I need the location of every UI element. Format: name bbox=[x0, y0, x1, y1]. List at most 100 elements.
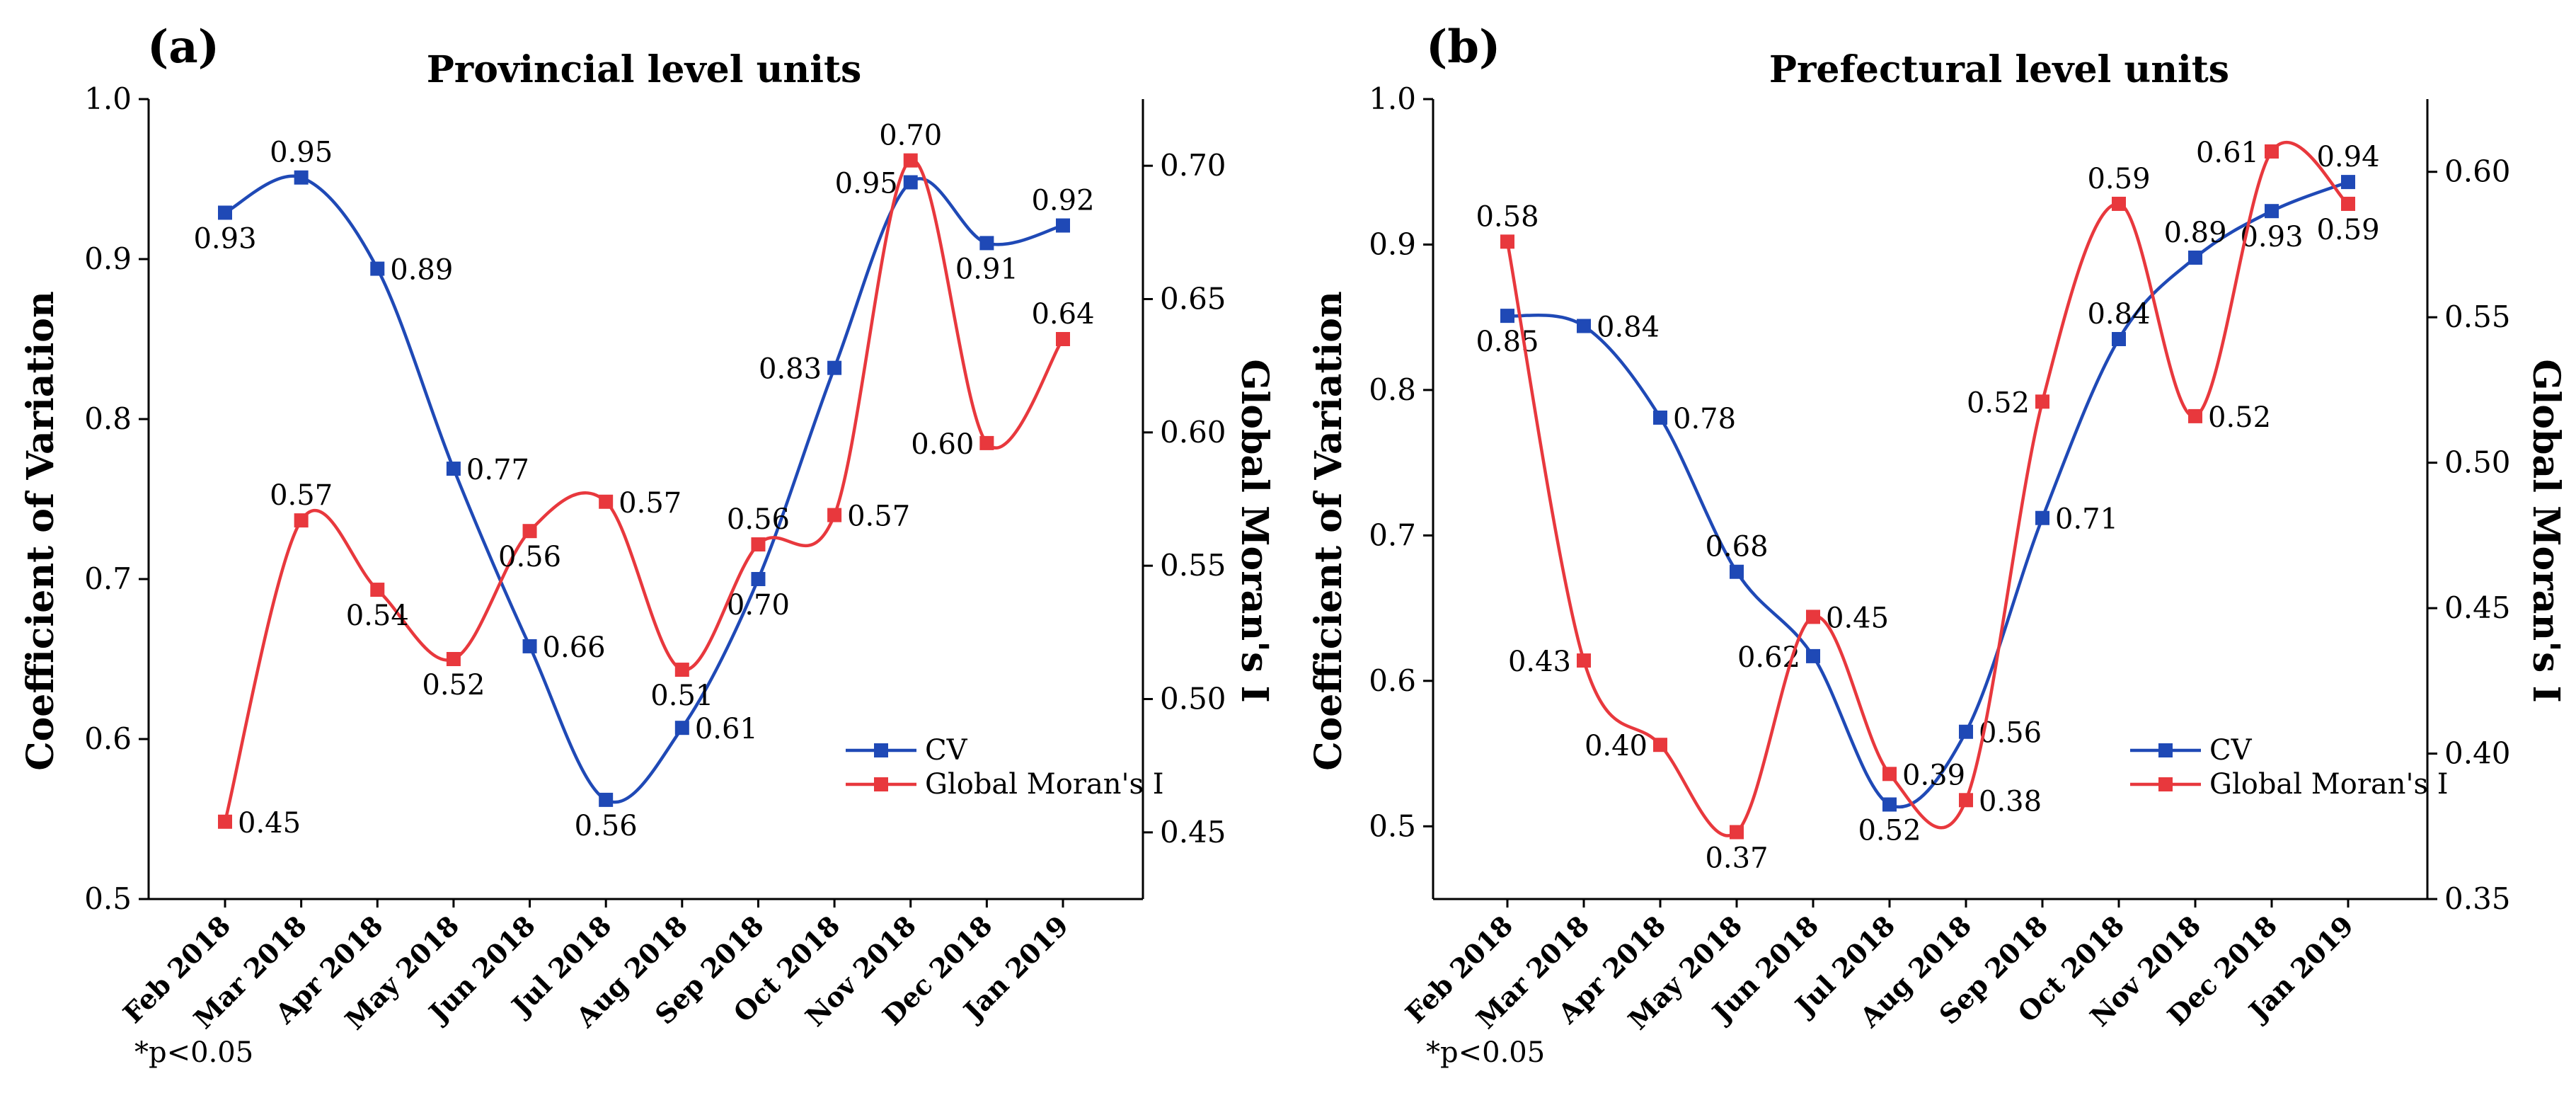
panel-a-morans-i-marker bbox=[294, 513, 309, 528]
panel-a-y-tick-label: 0.6 bbox=[84, 721, 132, 756]
panel-a-y-tick-label: 0.5 bbox=[84, 881, 132, 916]
panel-a-morans-i-data-label: 0.57 bbox=[619, 487, 682, 520]
panel-b-y-tick-label: 0.7 bbox=[1369, 517, 1416, 552]
panel-b-cv-data-label: 0.56 bbox=[1979, 717, 2042, 750]
panel-b-cv-marker bbox=[2035, 510, 2049, 525]
panel-b-y-tick-label: 0.5 bbox=[1369, 808, 1416, 843]
panel-b-cv-marker bbox=[2112, 332, 2126, 346]
panel-a-cv-marker bbox=[522, 639, 537, 653]
panel-a-cv-marker bbox=[903, 175, 918, 190]
panel-b-y-tick-label: 1.0 bbox=[1369, 81, 1416, 116]
panel-a-morans-i-marker bbox=[979, 435, 994, 450]
panel-b-morans-i-marker bbox=[1882, 767, 1897, 782]
panel-a-cv-marker bbox=[446, 462, 461, 476]
panel-b-morans-i-marker bbox=[1500, 234, 1514, 249]
panel-a-cv-data-label: 0.70 bbox=[727, 589, 790, 622]
panel-a-cv-marker bbox=[218, 205, 232, 220]
panel-b-y2-axis-title: Global Moran's I bbox=[2524, 359, 2568, 703]
panel-a-y2-tick-label: 0.55 bbox=[1160, 548, 1226, 583]
panel-b-y-axis-title: Coefficient of Variation bbox=[1307, 291, 1350, 771]
panel-a-morans-i-marker bbox=[218, 814, 232, 829]
panel-a: (a) Provincial level units Coefficient o… bbox=[19, 21, 1276, 1069]
panel-a-cv-data-label: 0.61 bbox=[695, 713, 758, 745]
panel-b-y2-tick-label: 0.60 bbox=[2444, 154, 2511, 189]
panel-a-morans-i-marker bbox=[827, 508, 842, 522]
panel-b-cv-marker bbox=[2188, 250, 2202, 265]
panel-a-y2-tick-label: 0.65 bbox=[1160, 282, 1226, 316]
panel-b-morans-i-data-label: 0.40 bbox=[1585, 730, 1648, 762]
panel-b-cv-marker bbox=[2265, 204, 2279, 219]
panel-a-y2-tick-label: 0.60 bbox=[1160, 415, 1226, 450]
panel-a-morans-i-data-label: 0.64 bbox=[1031, 298, 1094, 331]
panel-b-morans-i-marker bbox=[1959, 793, 1973, 808]
panel-a-morans-i-data-label: 0.70 bbox=[879, 120, 942, 152]
panel-a-morans-i-marker bbox=[674, 663, 689, 677]
panel-a-morans-i-data-label: 0.51 bbox=[650, 680, 713, 712]
panel-a-morans-i-marker bbox=[446, 652, 461, 666]
panel-b-cv-data-label: 0.71 bbox=[2055, 503, 2118, 536]
panel-b-cv-line bbox=[1507, 181, 2349, 809]
panel-b-cv-marker bbox=[1730, 564, 1744, 579]
panel-b-morans-i-marker bbox=[2265, 144, 2279, 159]
panel-a-y-axis-title: Coefficient of Variation bbox=[19, 291, 62, 771]
panel-b-morans-i-data-label: 0.59 bbox=[2316, 214, 2379, 246]
panel-b-cv-data-label: 0.89 bbox=[2163, 217, 2226, 249]
panel-b-cv-data-label: 0.84 bbox=[1597, 311, 1660, 344]
panel-b-y2-tick-label: 0.40 bbox=[2444, 736, 2511, 771]
panel-a-y2-tick-label: 0.45 bbox=[1160, 815, 1226, 849]
panel-a-cv-data-label: 0.66 bbox=[543, 631, 606, 664]
panel-b-cv-data-label: 0.68 bbox=[1705, 531, 1768, 563]
panel-a-significance-note: *p<0.05 bbox=[134, 1036, 253, 1069]
panel-b: (b) Prefectural level units Coefficient … bbox=[1307, 21, 2568, 1069]
panel-b-morans-i-data-label: 0.61 bbox=[2196, 137, 2259, 169]
panel-a-cv-marker bbox=[674, 721, 689, 736]
panel-a-cv-marker bbox=[827, 360, 842, 375]
panel-b-cv-data-label: 0.78 bbox=[1673, 403, 1736, 435]
panel-a-morans-i-marker bbox=[599, 494, 614, 509]
panel-a-morans-i-data-label: 0.57 bbox=[270, 479, 333, 512]
panel-b-morans-i-data-label: 0.37 bbox=[1705, 842, 1768, 874]
panel-a-morans-i-data-label: 0.52 bbox=[422, 669, 485, 702]
panel-b-morans-i-data-label: 0.58 bbox=[1476, 200, 1539, 233]
panel-b-morans-i-data-label: 0.39 bbox=[1902, 759, 1965, 791]
panel-a-morans-i-data-label: 0.45 bbox=[238, 807, 301, 840]
panel-a-morans-i-data-label: 0.60 bbox=[911, 428, 974, 461]
panel-b-morans-i-marker bbox=[2188, 408, 2202, 423]
panel-a-morans-i-data-label: 0.54 bbox=[346, 600, 409, 632]
panel-a-cv-data-label: 0.83 bbox=[759, 353, 822, 386]
panel-b-cv-marker bbox=[1882, 797, 1897, 812]
panel-a-cv-data-label: 0.95 bbox=[835, 168, 898, 200]
panel-a-cv-data-label: 0.92 bbox=[1031, 185, 1094, 217]
panel-b-title: Prefectural level units bbox=[1769, 48, 2229, 91]
panel-a-legend-morans-i-marker bbox=[874, 777, 888, 791]
panel-b-legend-cv-marker bbox=[2158, 743, 2173, 757]
panel-b-morans-i-data-label: 0.52 bbox=[1967, 387, 2030, 419]
panel-a-morans-i-marker bbox=[522, 524, 537, 539]
panel-b-legend-morans-i-label: Global Moran's I bbox=[2209, 768, 2449, 801]
panel-a-cv-data-label: 0.77 bbox=[466, 454, 529, 486]
panel-b-significance-note: *p<0.05 bbox=[1426, 1036, 1545, 1069]
panel-b-cv-data-label: 0.93 bbox=[2240, 221, 2303, 253]
panel-b-morans-i-marker bbox=[2112, 196, 2126, 211]
panel-a-cv-data-label: 0.93 bbox=[193, 222, 256, 255]
panel-a-cv-data-label: 0.89 bbox=[390, 254, 453, 287]
panel-b-letter: (b) bbox=[1426, 21, 1500, 74]
panel-b-y2-tick-label: 0.50 bbox=[2444, 445, 2511, 480]
panel-a-y-tick-label: 1.0 bbox=[84, 81, 132, 116]
panel-a-y-tick-label: 0.8 bbox=[84, 401, 132, 436]
panel-b-cv-data-label: 0.52 bbox=[1858, 814, 1921, 847]
panel-a-morans-i-data-label: 0.56 bbox=[498, 541, 561, 573]
panel-b-y-tick-label: 0.9 bbox=[1369, 227, 1416, 261]
panel-b-morans-i-marker bbox=[1730, 825, 1744, 840]
panel-a-letter: (a) bbox=[147, 21, 219, 74]
panel-b-y2-tick-label: 0.55 bbox=[2444, 299, 2511, 334]
panel-a-cv-marker bbox=[599, 792, 614, 807]
panel-a-y2-axis-title: Global Moran's I bbox=[1233, 359, 1276, 703]
panel-b-cv-marker bbox=[2341, 175, 2355, 190]
panel-a-morans-i-marker bbox=[751, 537, 766, 552]
panel-a-morans-i-marker bbox=[370, 583, 385, 597]
panel-b-morans-i-marker bbox=[2035, 394, 2049, 409]
panel-a-cv-marker bbox=[1056, 218, 1070, 233]
panel-a-cv-marker bbox=[294, 170, 309, 185]
